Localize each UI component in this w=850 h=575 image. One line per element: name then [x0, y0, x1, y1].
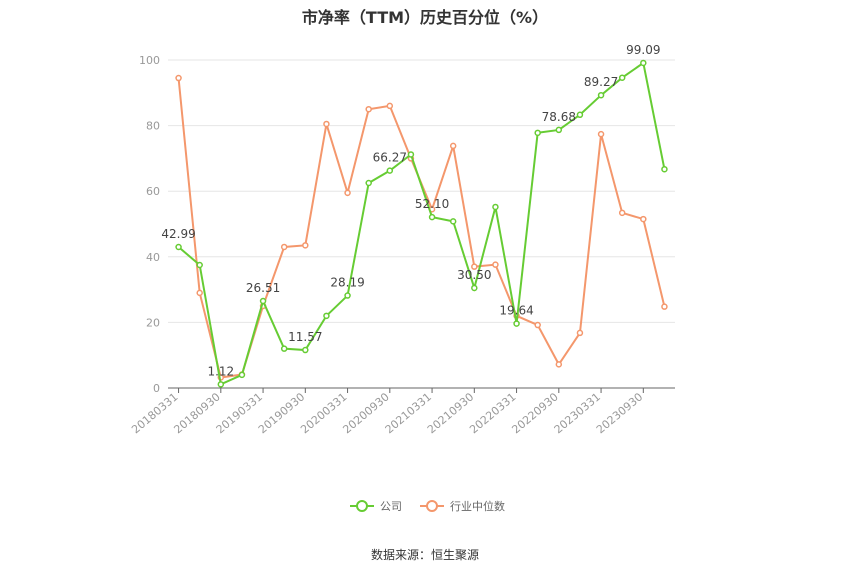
data-point [365, 105, 372, 113]
data-point [386, 167, 394, 174]
data-label: 66.27 [373, 151, 407, 165]
data-label: 19.64 [499, 304, 533, 318]
data-point [280, 243, 288, 251]
data-point [597, 91, 605, 99]
data-point [428, 213, 436, 221]
legend-marker [426, 500, 438, 512]
data-point [471, 263, 478, 270]
data-point [344, 189, 351, 197]
data-point [323, 312, 330, 320]
data-label: 42.99 [161, 227, 195, 241]
data-point [217, 381, 225, 388]
y-tick-label: 20 [146, 316, 160, 329]
legend-marker [356, 500, 368, 512]
legend-label: 公司 [380, 500, 402, 513]
data-label: 99.09 [626, 43, 660, 57]
data-label: 11.57 [288, 330, 322, 344]
data-label: 28.19 [330, 276, 364, 290]
data-point [597, 130, 605, 138]
data-point [386, 102, 394, 110]
data-point [555, 126, 563, 134]
data-point [492, 261, 499, 268]
data-point [471, 284, 478, 292]
data-point [618, 209, 626, 217]
data-label: 78.68 [542, 110, 576, 124]
series-line [177, 61, 666, 386]
legend-item[interactable]: 公司 [350, 500, 402, 513]
data-point [196, 289, 203, 297]
legend-label: 行业中位数 [450, 499, 505, 513]
data-point [534, 321, 541, 329]
data-point [513, 320, 520, 327]
y-tick-label: 100 [139, 54, 160, 67]
data-label: 89.27 [584, 75, 618, 89]
data-point [365, 179, 372, 187]
data-point [238, 371, 246, 379]
y-tick-label: 40 [146, 251, 160, 264]
y-tick-label: 0 [153, 382, 160, 395]
data-point [449, 218, 457, 225]
y-tick-label: 60 [146, 185, 160, 198]
data-point [280, 345, 288, 352]
data-point [576, 329, 584, 337]
data-point [534, 129, 541, 137]
data-point [407, 151, 415, 158]
data-label: 26.51 [246, 281, 280, 295]
legend-item[interactable]: 行业中位数 [420, 499, 505, 513]
data-point [661, 303, 668, 310]
data-point [302, 242, 309, 249]
data-point [640, 215, 647, 223]
data-point [259, 297, 267, 305]
data-point [618, 74, 626, 81]
data-point [492, 203, 499, 211]
data-point [555, 361, 563, 368]
series-line [177, 77, 666, 379]
data-source: 数据来源：恒生聚源 [370, 548, 479, 562]
y-tick-label: 80 [146, 120, 160, 133]
data-label: 30.50 [457, 268, 491, 282]
chart-title: 市净率（TTM）历史百分位（%） [301, 8, 549, 27]
x-tick-label: 20230930 [594, 390, 645, 436]
data-label: 1.12 [207, 364, 234, 378]
data-point [302, 346, 309, 354]
data-point [175, 243, 182, 251]
data-label: 52.10 [415, 197, 449, 211]
data-point [640, 59, 647, 67]
data-point [175, 74, 182, 82]
data-point [196, 261, 203, 269]
data-point [344, 292, 351, 299]
data-point [576, 111, 584, 119]
data-point [449, 142, 457, 150]
data-point [323, 120, 330, 128]
data-point [661, 165, 668, 173]
